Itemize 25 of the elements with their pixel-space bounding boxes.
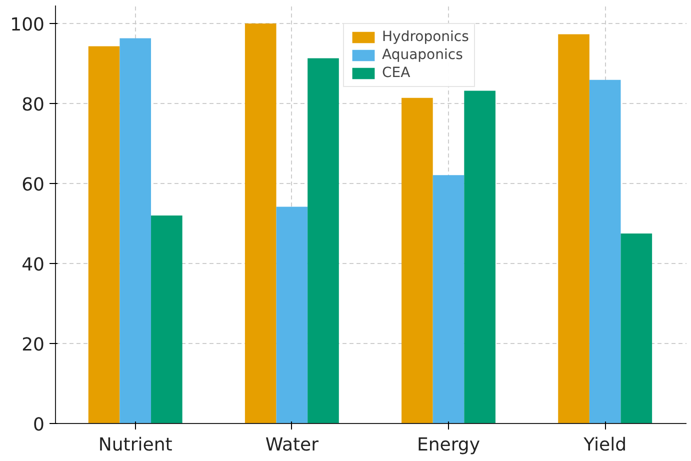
- bar: [276, 206, 308, 424]
- bar: [88, 46, 120, 424]
- bar: [620, 234, 652, 424]
- bar: [244, 24, 276, 424]
- bar: [589, 80, 621, 424]
- bar: [558, 34, 590, 424]
- x-tick-label: Yield: [582, 434, 627, 456]
- y-tick-label: 60: [22, 174, 44, 196]
- legend-label: Aquaponics: [382, 47, 463, 63]
- bar: [432, 175, 464, 424]
- bar: [151, 216, 182, 424]
- x-tick-label: Energy: [416, 434, 480, 456]
- bar: [464, 90, 496, 424]
- bar: [308, 58, 339, 424]
- legend-label: Hydroponics: [382, 29, 469, 45]
- x-tick-label: Nutrient: [98, 434, 172, 456]
- y-tick-label: 40: [22, 254, 44, 276]
- bar: [402, 98, 433, 424]
- y-tick-label: 80: [22, 94, 44, 116]
- y-tick-label: 0: [33, 414, 44, 436]
- x-tick-label: Water: [265, 434, 320, 456]
- y-tick-label: 100: [10, 14, 45, 36]
- bar: [120, 38, 152, 424]
- y-tick-label: 20: [22, 334, 44, 356]
- legend-label: CEA: [382, 65, 410, 81]
